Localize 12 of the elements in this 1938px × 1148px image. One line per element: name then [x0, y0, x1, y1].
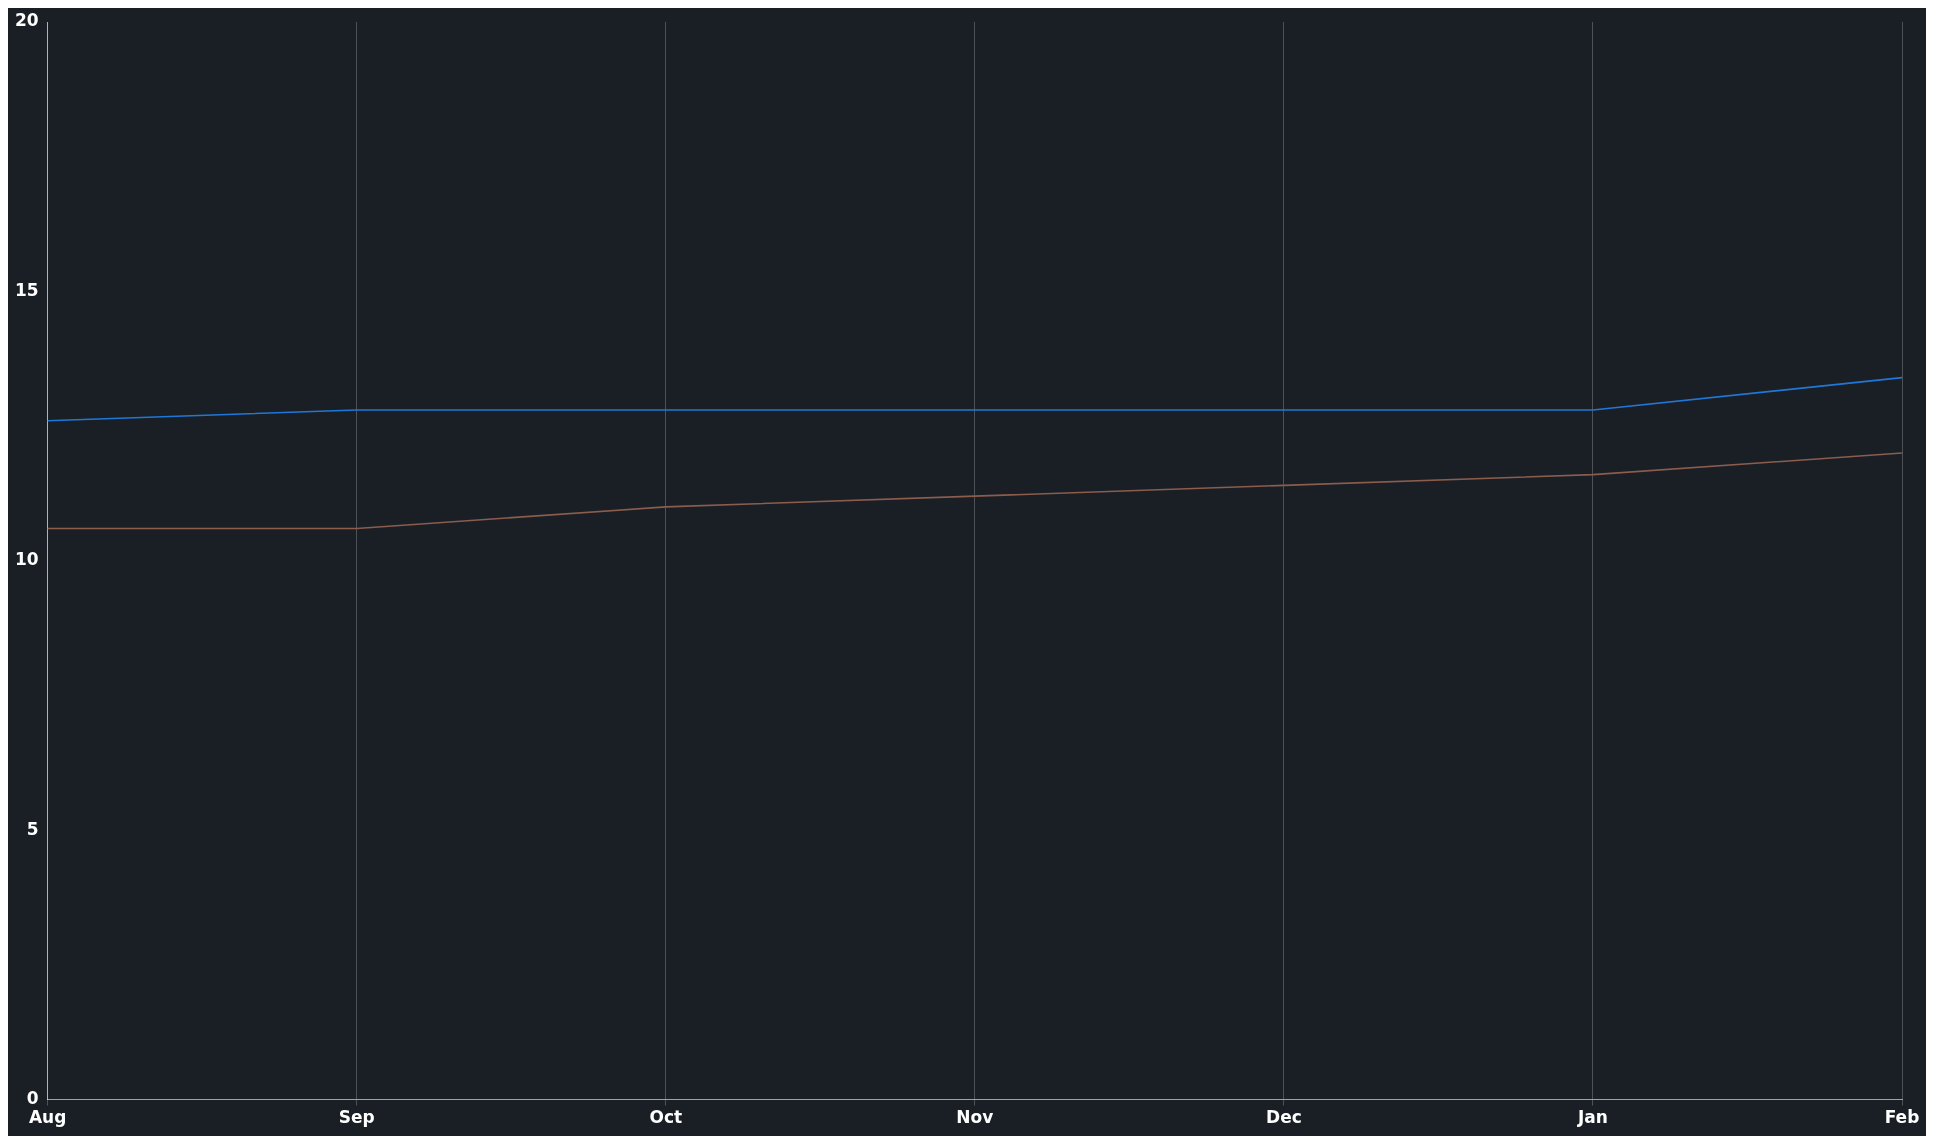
- y-tick-label: 5: [26, 818, 39, 839]
- x-tick-label: Oct: [649, 1107, 683, 1128]
- x-tick-label: Sep: [338, 1107, 375, 1128]
- x-tick-label: Jan: [1576, 1107, 1608, 1128]
- x-tick-label: Aug: [28, 1107, 67, 1128]
- x-tick-label: Nov: [956, 1107, 994, 1128]
- y-tick-label: 10: [14, 549, 39, 570]
- x-tick-label: Dec: [1266, 1107, 1302, 1128]
- x-tick-label: Feb: [1884, 1107, 1920, 1128]
- y-tick-label: 20: [14, 10, 39, 31]
- y-tick-label: 0: [26, 1088, 39, 1109]
- y-tick-label: 15: [14, 279, 39, 300]
